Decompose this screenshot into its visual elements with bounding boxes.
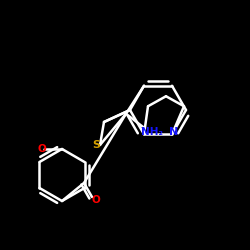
Text: NH₂: NH₂	[141, 127, 163, 137]
Text: S: S	[92, 140, 100, 150]
Text: O: O	[38, 144, 46, 154]
Text: N: N	[170, 127, 178, 137]
Text: O: O	[92, 195, 100, 205]
